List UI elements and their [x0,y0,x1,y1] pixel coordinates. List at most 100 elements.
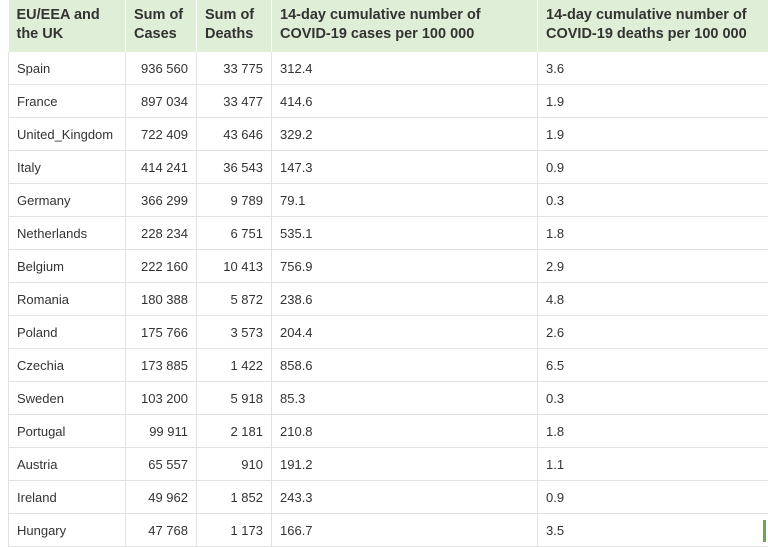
table-cell: 897 034 [126,85,197,118]
table-cell: 9 789 [197,184,272,217]
table-cell: 47 768 [126,514,197,547]
table-cell: 1 852 [197,481,272,514]
table-cell: 1 422 [197,349,272,382]
table-cell: 180 388 [126,283,197,316]
column-header: 14-day cumulative number of COVID-19 cas… [272,0,538,52]
table-cell: 329.2 [272,118,538,151]
table-cell: 756.9 [272,250,538,283]
table-cell: 228 234 [126,217,197,250]
table-cell: United_Kingdom [9,118,126,151]
table-cell: 2.9 [538,250,768,283]
table-cell: 366 299 [126,184,197,217]
table-cell: 175 766 [126,316,197,349]
table-cell: 3.5 [538,514,768,547]
table-cell: Belgium [9,250,126,283]
column-header: Sum of Deaths [197,0,272,52]
table-cell: 0.9 [538,151,768,184]
column-header: EU/EEA and the UK [9,0,126,52]
column-header: Sum of Cases [126,0,197,52]
table-cell: Austria [9,448,126,481]
table-cell: 6 751 [197,217,272,250]
table-cell: 147.3 [272,151,538,184]
table-cell: 414.6 [272,85,538,118]
table-cell: Spain [9,52,126,85]
table-cell: 79.1 [272,184,538,217]
table-cell: 222 160 [126,250,197,283]
table-cell: 5 918 [197,382,272,415]
table-cell: 238.6 [272,283,538,316]
table-cell: 0.9 [538,481,768,514]
scroll-indicator [763,520,766,542]
table-cell: Italy [9,151,126,184]
table-cell: 204.4 [272,316,538,349]
table-cell: 0.3 [538,382,768,415]
table-cell: 173 885 [126,349,197,382]
table-cell: 936 560 [126,52,197,85]
table-cell: 33 775 [197,52,272,85]
table-cell: 1.1 [538,448,768,481]
table-cell: 2 181 [197,415,272,448]
table-cell: 99 911 [126,415,197,448]
table-cell: 191.2 [272,448,538,481]
table-cell: 722 409 [126,118,197,151]
table-cell: 36 543 [197,151,272,184]
table-cell: 103 200 [126,382,197,415]
table-cell: 65 557 [126,448,197,481]
table-cell: 3 573 [197,316,272,349]
table-cell: Sweden [9,382,126,415]
table-cell: 210.8 [272,415,538,448]
table-cell: 1.9 [538,118,768,151]
table-cell: Portugal [9,415,126,448]
table-cell: 6.5 [538,349,768,382]
table-cell: 49 962 [126,481,197,514]
table-cell: 2.6 [538,316,768,349]
table-cell: 243.3 [272,481,538,514]
table-cell: 1.9 [538,85,768,118]
table-cell: 1 173 [197,514,272,547]
table-cell: Romania [9,283,126,316]
table-cell: 535.1 [272,217,538,250]
table-cell: France [9,85,126,118]
table-cell: 414 241 [126,151,197,184]
table-cell: 1.8 [538,415,768,448]
column-header: 14-day cumulative number of COVID-19 dea… [538,0,768,52]
table-cell: 0.3 [538,184,768,217]
table-cell: 5 872 [197,283,272,316]
table-cell: 858.6 [272,349,538,382]
table-cell: 3.6 [538,52,768,85]
table-cell: Hungary [9,514,126,547]
table-cell: Ireland [9,481,126,514]
table-cell: Netherlands [9,217,126,250]
table-cell: 4.8 [538,283,768,316]
table-cell: 910 [197,448,272,481]
table-cell: Czechia [9,349,126,382]
table-cell: 43 646 [197,118,272,151]
table-cell: 166.7 [272,514,538,547]
table-cell: Poland [9,316,126,349]
table-cell: 10 413 [197,250,272,283]
table-cell: 33 477 [197,85,272,118]
table-cell: 312.4 [272,52,538,85]
table-cell: Germany [9,184,126,217]
table-cell: 85.3 [272,382,538,415]
